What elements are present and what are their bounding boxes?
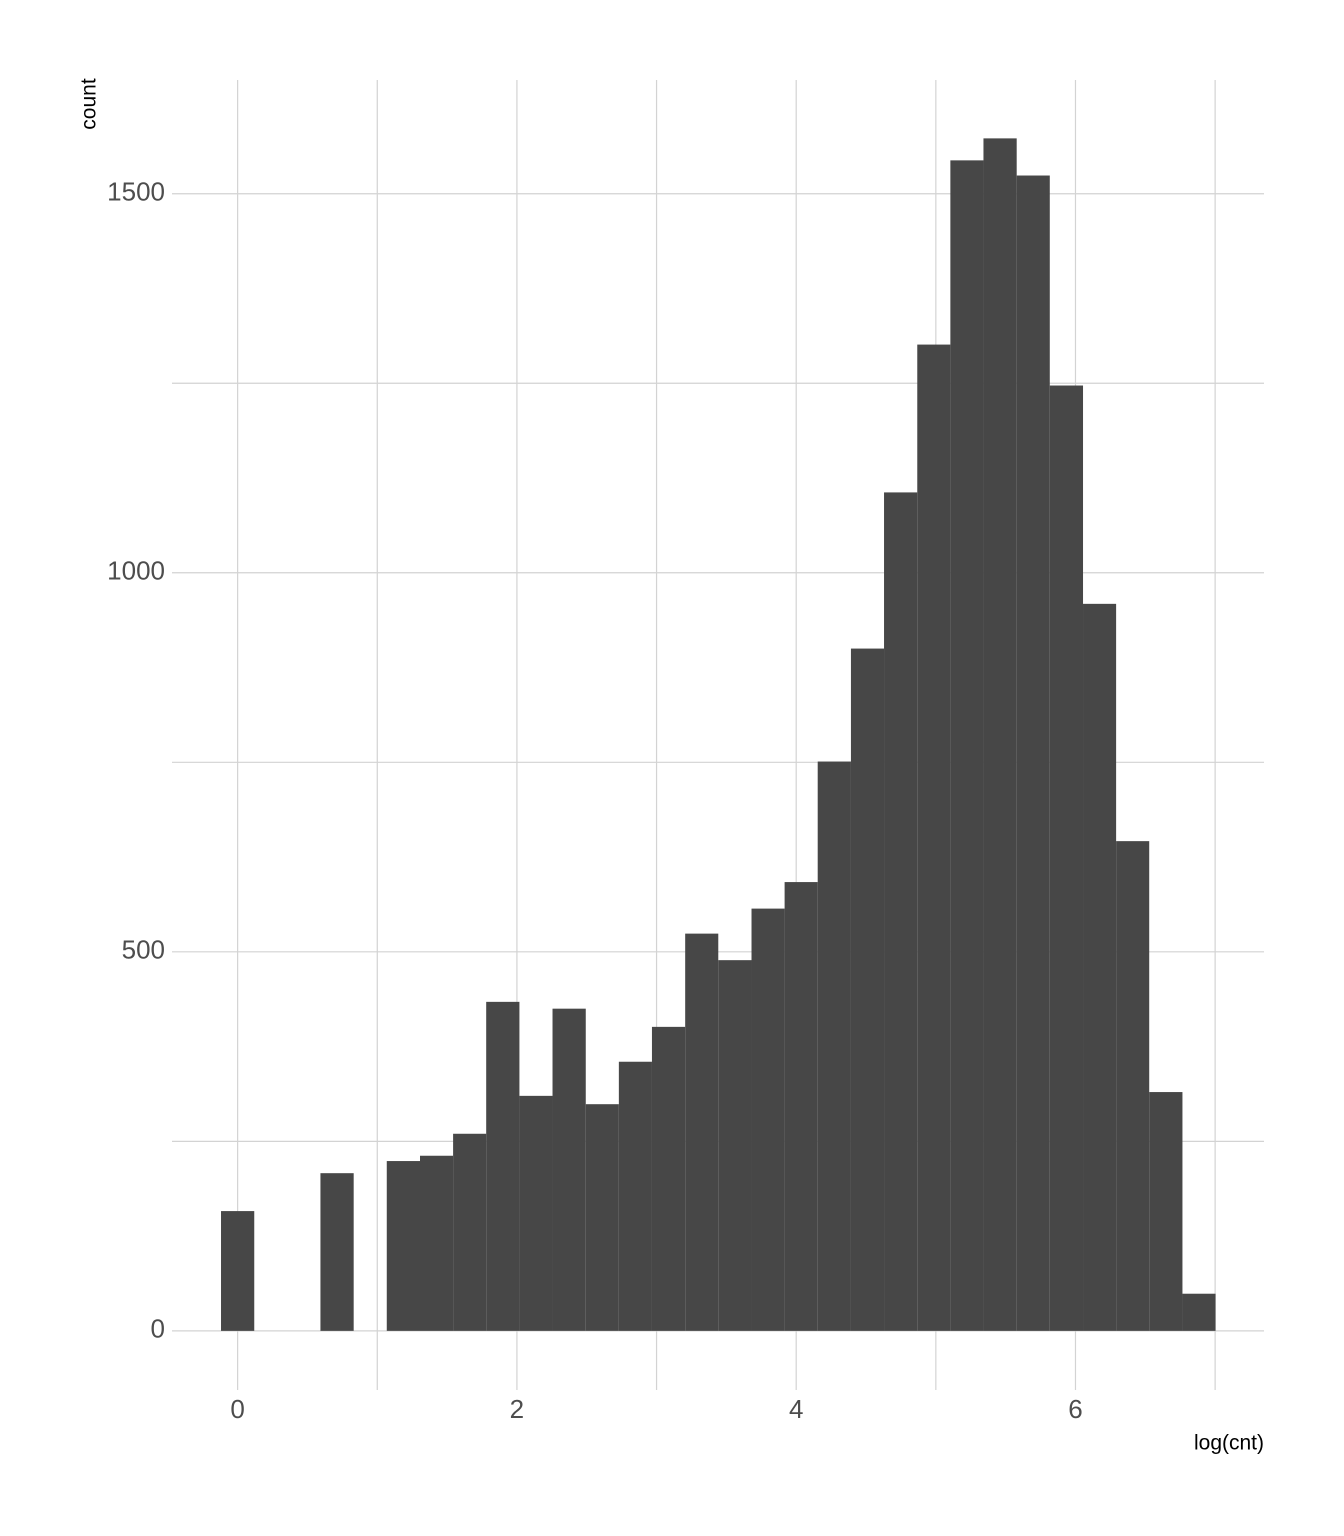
bar [917,344,951,1331]
bar [983,138,1017,1331]
bar [817,761,851,1331]
bar [221,1211,255,1331]
bar [453,1133,487,1331]
bar [1016,175,1050,1331]
bar [320,1173,354,1331]
bar [850,648,885,1331]
bar [1149,1092,1183,1331]
bar [784,882,818,1331]
bar [486,1001,520,1331]
y-tick-label: 1500 [107,177,165,207]
y-axis-title: count [78,78,101,130]
x-tick-label: 0 [230,1394,244,1424]
bar [1116,841,1150,1331]
y-tick-label: 0 [151,1314,165,1344]
y-tick-label: 500 [122,935,165,965]
bar [420,1155,454,1331]
bar [884,492,918,1331]
x-tick-label: 2 [510,1394,524,1424]
bar [685,933,719,1331]
y-tick-label: 1000 [107,556,165,586]
bar [751,908,785,1331]
bar [386,1161,421,1331]
bar [1049,385,1084,1331]
bar [950,160,984,1331]
x-axis-title: log(cnt) [1194,1432,1264,1455]
bar [651,1026,686,1331]
bar [552,1008,586,1331]
bar [585,1104,619,1331]
x-tick-label: 6 [1068,1394,1082,1424]
bar [1182,1293,1216,1331]
bar [1083,603,1117,1331]
bar [618,1061,652,1331]
bar [519,1095,553,1331]
bar [718,960,752,1331]
x-tick-label: 4 [789,1394,803,1424]
